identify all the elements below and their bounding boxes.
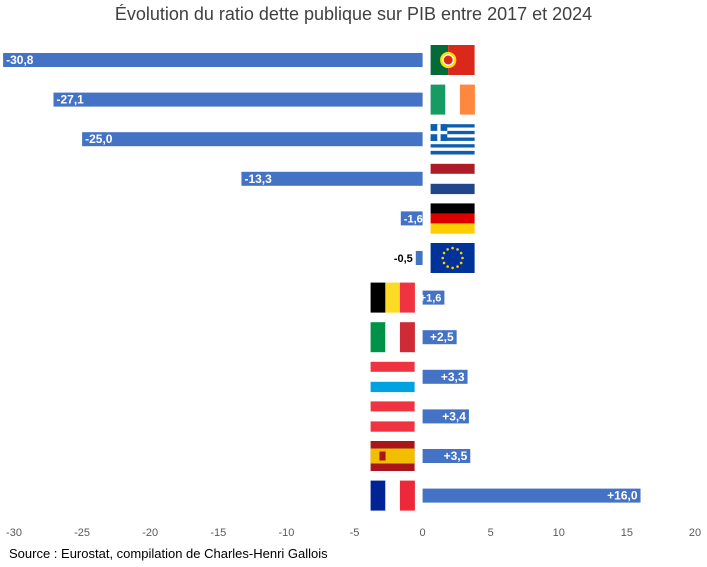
x-tick-label: -10 <box>278 527 294 539</box>
data-label: +16,0 <box>607 489 638 503</box>
data-labels-layer: -30,8 -27,1 -25,0 -13,3 -1,6 -0,5 +1,6 +2,5 +3,3… <box>6 53 638 503</box>
austria-flag-icon <box>370 401 415 432</box>
x-tick-label: 10 <box>553 527 565 539</box>
germany-flag-icon <box>430 203 475 234</box>
bar-austria <box>422 409 469 424</box>
france-flag-icon <box>370 480 415 511</box>
eu-flag-icon <box>430 243 475 273</box>
x-tick-label: -15 <box>210 527 226 539</box>
data-label: -0,5 <box>394 253 413 265</box>
data-label: +1,6 <box>420 293 442 305</box>
data-label: -25,0 <box>85 132 113 146</box>
data-label: +3,4 <box>442 409 466 423</box>
flags-layer <box>370 45 475 511</box>
bar-germany <box>400 211 423 226</box>
x-tick-label: -25 <box>74 527 90 539</box>
x-tick-label: -5 <box>350 527 360 539</box>
bar-france <box>422 488 641 503</box>
bars-layer <box>3 53 641 503</box>
italy-flag-icon <box>370 322 415 353</box>
data-label: -1,6 <box>404 213 423 225</box>
source-note: Source : Eurostat, compilation de Charle… <box>9 546 328 561</box>
data-label: -27,1 <box>56 93 84 107</box>
chart-title: Évolution du ratio dette publique sur PI… <box>114 4 593 24</box>
data-label: +3,5 <box>444 449 468 463</box>
bar-italy <box>422 330 457 345</box>
bar-ireland <box>53 92 423 107</box>
netherlands-flag-icon <box>430 163 475 195</box>
data-label: +3,3 <box>441 370 465 384</box>
belgium-flag-icon <box>370 282 415 313</box>
x-tick-label: 15 <box>621 527 633 539</box>
x-axis-ticks: -30 -25 -20 -15 -10 -5 0 5 10 15 20 <box>6 527 701 539</box>
bar-greece <box>82 132 423 147</box>
x-tick-label: -20 <box>142 527 158 539</box>
bar-luxembourg <box>422 369 468 384</box>
data-label: -13,3 <box>244 172 272 186</box>
bar-portugal <box>3 53 423 67</box>
bar-netherlands <box>241 171 423 186</box>
bar-spain <box>422 449 471 463</box>
ireland-flag-icon <box>430 84 475 115</box>
x-tick-label: 5 <box>488 527 494 539</box>
bar-belgium <box>422 290 445 305</box>
greece-flag-icon <box>430 124 475 155</box>
x-tick-label: -30 <box>6 527 22 539</box>
spain-flag-icon <box>370 441 415 471</box>
x-tick-label: 0 <box>420 527 426 539</box>
data-label: -30,8 <box>6 53 34 67</box>
bar-eu <box>415 251 423 265</box>
luxembourg-flag-icon <box>370 361 415 393</box>
x-tick-label: 20 <box>689 527 701 539</box>
portugal-flag-icon <box>430 45 475 75</box>
data-label: +2,5 <box>430 330 454 344</box>
